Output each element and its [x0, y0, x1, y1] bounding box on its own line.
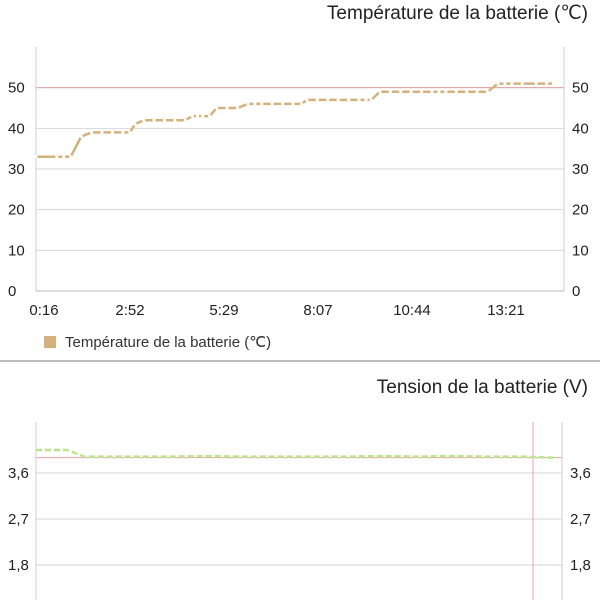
temperature-data-point: [357, 98, 361, 102]
temperature-data-point: [173, 118, 177, 122]
temperature-data-point: [300, 102, 304, 106]
temperature-data-point: [190, 114, 194, 118]
voltage-chart-title: Tension de la batterie (V): [376, 377, 588, 398]
temperature-data-point: [253, 102, 257, 106]
temperature-x-tick: 10:44: [393, 302, 431, 319]
temperature-y-tick-right: 30: [572, 161, 589, 178]
temperature-data-point: [430, 90, 434, 94]
temperature-data-point: [520, 82, 524, 86]
voltage-y-tick-left: 1,8: [8, 557, 29, 574]
temperature-data-point: [55, 155, 59, 159]
temperature-chart-panel: Température de la batterie (℃) 0 0 10 10 20 2…: [8, 3, 589, 351]
temperature-data-point: [215, 106, 219, 110]
temperature-data-point: [496, 82, 500, 86]
temperature-y-tick-left: 20: [8, 202, 25, 219]
temperature-chart-title: Température de la batterie (℃): [326, 3, 588, 24]
temperature-data-point: [326, 98, 330, 102]
temperature-data-point: [388, 90, 392, 94]
temperature-series-line: [36, 82, 554, 159]
temperature-data-point: [409, 90, 413, 94]
temperature-data-point: [225, 106, 229, 110]
temperature-x-tick: 8:07: [303, 302, 332, 319]
temperature-y-tick-left: 40: [8, 120, 25, 137]
temperature-data-point: [69, 155, 73, 159]
voltage-y-tick-right: 2,7: [570, 511, 591, 528]
temperature-chart-plot: 0 0 10 10 20 20 30 30 40 40 50 50 0:16 2:52 5:29 8:07 10…: [8, 47, 589, 319]
temperature-data-point: [369, 98, 373, 102]
temperature-y-tick-right: 10: [572, 242, 589, 259]
temperature-data-point: [201, 114, 205, 118]
temperature-data-point: [208, 114, 212, 118]
temperature-x-tick: 5:29: [209, 302, 238, 319]
temperature-data-point: [419, 90, 424, 94]
temperature-x-tick: 13:21: [487, 302, 525, 319]
temperature-data-point: [246, 102, 250, 106]
temperature-data-point: [142, 118, 146, 122]
temperature-data-point: [454, 90, 458, 94]
temperature-legend-swatch: [44, 336, 56, 348]
temperature-data-point: [195, 114, 200, 118]
temperature-data-point: [545, 82, 549, 86]
temperature-legend-label: Température de la batterie (℃): [65, 334, 272, 351]
temperature-data-point: [475, 90, 479, 94]
voltage-y-tick-right: 1,8: [570, 557, 591, 574]
voltage-chart-panel: Tension de la batterie (V) 3,6 3,6 2,7 2,7 1…: [0, 362, 600, 600]
temperature-x-tick: 2:52: [115, 302, 144, 319]
temperature-y-tick-left: 50: [8, 80, 25, 97]
temperature-y-tick-left: 0: [8, 283, 16, 300]
temperature-data-point: [162, 118, 167, 122]
temperature-data-point: [235, 106, 240, 110]
temperature-y-tick-right: 40: [572, 120, 589, 137]
temperature-data-point: [503, 82, 507, 86]
temperature-data-point: [534, 82, 538, 86]
temperature-data-point: [34, 155, 38, 159]
temperature-data-point: [100, 130, 104, 134]
temperature-data-point: [378, 90, 382, 94]
temperature-data-point: [183, 118, 187, 122]
temperature-data-point: [444, 90, 448, 94]
temperature-data-point: [152, 118, 156, 122]
temperature-legend: Température de la batterie (℃): [44, 333, 271, 351]
temperature-data-point: [364, 98, 368, 102]
temperature-y-tick-left: 30: [8, 161, 25, 178]
temperature-data-point: [62, 155, 66, 159]
temperature-data-point: [399, 90, 403, 94]
temperature-y-tick-left: 10: [8, 242, 25, 259]
temperature-data-point: [347, 98, 351, 102]
temperature-data-point: [110, 130, 115, 134]
temperature-y-tick-right: 0: [572, 283, 580, 300]
temperature-y-tick-right: 20: [572, 202, 589, 219]
voltage-y-tick-left: 3,6: [8, 465, 29, 482]
temperature-y-tick-right: 50: [572, 80, 589, 97]
chart-divider: [0, 360, 600, 362]
temperature-data-point: [121, 130, 125, 134]
temperature-data-point: [281, 102, 285, 106]
temperature-data-point: [510, 82, 514, 86]
temperature-data-point: [315, 98, 319, 102]
temperature-data-point: [551, 82, 556, 86]
temperature-data-point: [79, 134, 83, 139]
temperature-data-point: [305, 98, 309, 102]
temperature-data-point: [336, 98, 340, 102]
voltage-y-tick-left: 2,7: [8, 511, 29, 528]
voltage-series-line: [36, 448, 556, 459]
temperature-data-point: [291, 102, 295, 106]
voltage-chart-plot: 3,6 3,6 2,7 2,7 1,8 1,8: [8, 422, 591, 600]
temperature-data-point: [270, 102, 274, 106]
temperature-x-tick: 0:16: [29, 302, 58, 319]
temperature-data-point: [485, 90, 490, 94]
temperature-data-point: [465, 90, 469, 94]
temperature-data-point: [89, 130, 94, 134]
temperature-data-point: [133, 122, 137, 126]
voltage-y-tick-right: 3,6: [570, 465, 591, 482]
temperature-data-point: [437, 90, 441, 94]
temperature-data-point: [128, 130, 132, 134]
temperature-data-point: [260, 102, 264, 106]
